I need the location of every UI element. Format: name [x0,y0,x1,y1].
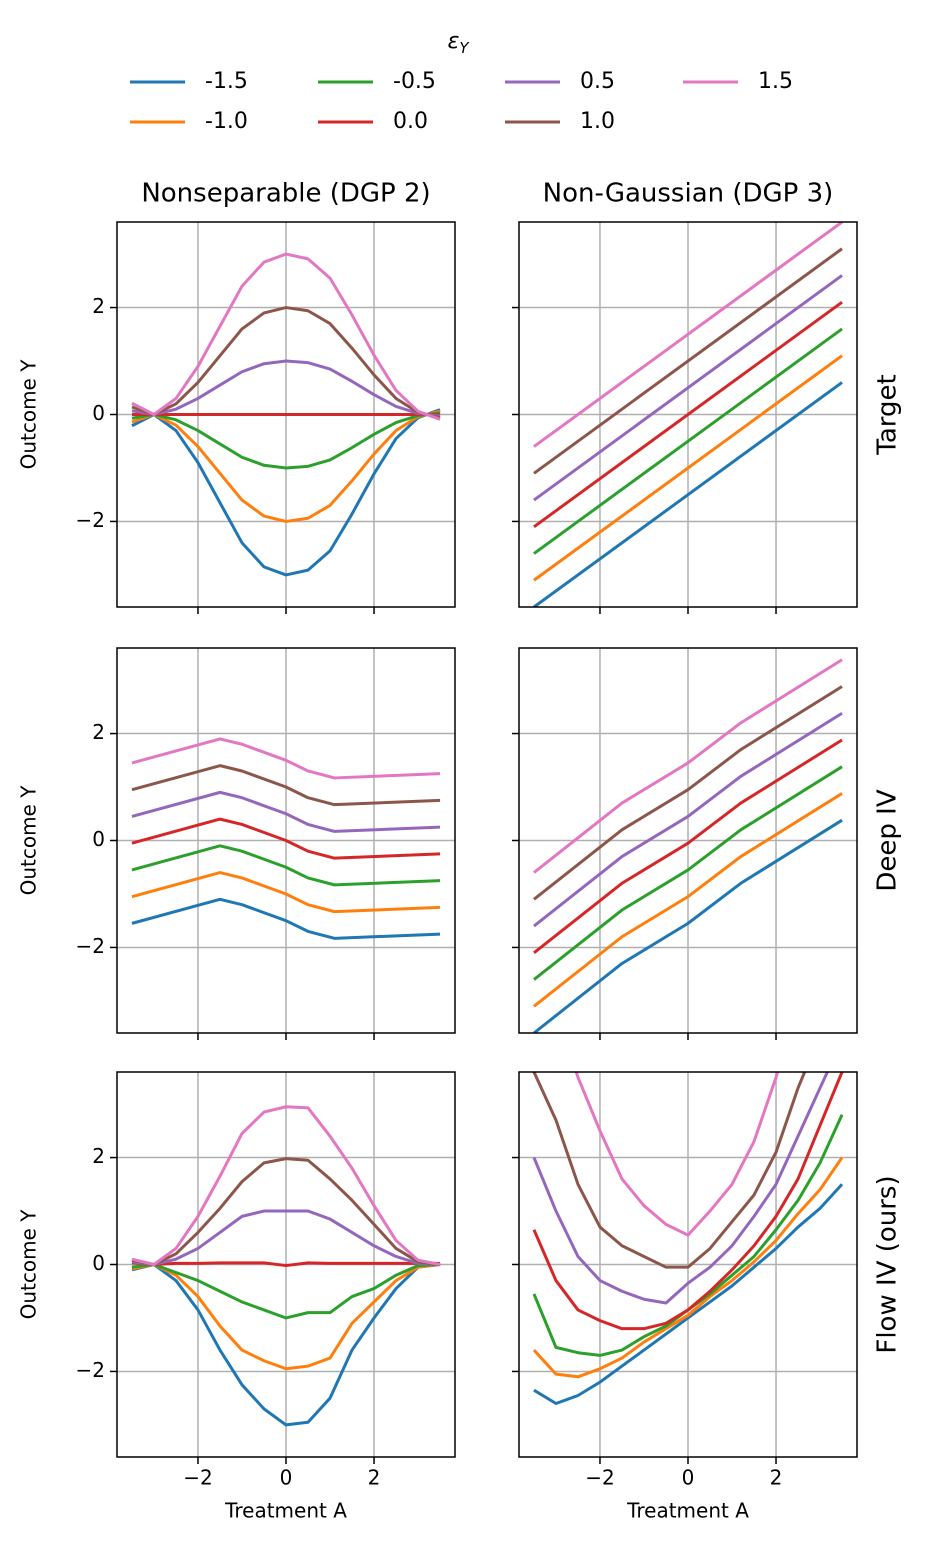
legend-title-sub: Y [459,39,470,57]
series-line [532,1156,844,1379]
series-line [533,354,843,582]
legend-label: -1.0 [205,109,248,134]
plot-area [131,252,441,577]
x-tick-label: 0 [682,1466,695,1490]
series-line [532,1072,807,1269]
series-line [131,1157,441,1266]
legend-title-main: ε [447,29,459,54]
series-line [131,790,441,833]
axes-frame [518,1071,858,1458]
series-line [533,818,843,1033]
series-line [533,274,843,502]
series-line [131,1263,441,1371]
x-axis-label: Treatment A [224,1499,347,1523]
subplot-title: Non-Gaussian (DGP 3) [543,179,834,209]
series-line [533,685,843,901]
axes-frame [116,647,456,1034]
plot-area [131,737,441,940]
series-line [131,409,441,523]
row-label: Flow IV (ours) [873,1175,903,1353]
y-tick-label: 2 [92,720,105,744]
row-label: Deep IV [873,789,903,891]
plot-area [131,1105,441,1427]
y-tick-label: 0 [92,401,105,425]
y-axis-label: Outcome Y [17,785,41,896]
legend-label: 1.0 [580,109,615,134]
legend-label: 0.0 [393,109,428,134]
axes-frame [518,221,858,608]
series-line [131,1261,441,1268]
series-line [131,897,441,940]
series-line [131,737,441,780]
plot-area [533,222,843,607]
series-line [533,300,843,529]
series-line [533,738,843,954]
x-tick-label: 0 [280,1466,293,1490]
axes-frame [518,647,858,1034]
series-line [532,1072,830,1305]
series-line [533,765,843,981]
legend-label: 1.5 [758,69,793,94]
y-tick-label: −2 [76,934,105,958]
series-line [131,844,441,887]
series-line [533,792,843,1008]
series-line [131,764,441,807]
series-line [131,1263,441,1427]
x-tick-label: 2 [368,1466,381,1490]
axes-frame [116,221,456,608]
legend-label: 0.5 [580,69,615,94]
x-tick-label: 2 [770,1466,783,1490]
series-line [131,1263,441,1320]
y-tick-label: −2 [76,1358,105,1382]
y-tick-label: 2 [92,294,105,318]
series-line [131,871,441,914]
y-tick-label: −2 [76,508,105,532]
x-tick-label: −2 [183,1466,212,1490]
plot-area [532,1072,844,1406]
series-line [574,1072,780,1237]
series-line [131,411,441,470]
series-line [131,1105,441,1266]
series-line [131,1209,441,1266]
series-line [533,381,843,607]
series-line [533,247,843,475]
row-label: Target [873,374,903,455]
y-axis-label: Outcome Y [17,1209,41,1320]
subplot-title: Nonseparable (DGP 2) [141,179,430,209]
y-tick-label: 0 [92,827,105,851]
axes-frame [116,1071,456,1458]
series-line [532,1072,844,1331]
series-line [131,359,441,418]
series-line [533,658,843,874]
series-line [533,711,843,928]
y-axis-label: Outcome Y [17,359,41,470]
y-tick-label: 0 [92,1251,105,1275]
series-line [533,222,843,448]
x-tick-label: −2 [585,1466,614,1490]
series-line [131,252,441,421]
legend-label: -1.5 [205,69,248,94]
y-tick-label: 2 [92,1144,105,1168]
x-axis-label: Treatment A [626,1499,749,1523]
series-line [533,1183,844,1406]
series-line [131,817,441,860]
plot-area [533,658,843,1033]
legend-label: -0.5 [393,69,436,94]
series-line [131,306,441,420]
series-line [533,327,843,555]
series-line [131,408,441,577]
legend-title: εY [447,29,470,57]
